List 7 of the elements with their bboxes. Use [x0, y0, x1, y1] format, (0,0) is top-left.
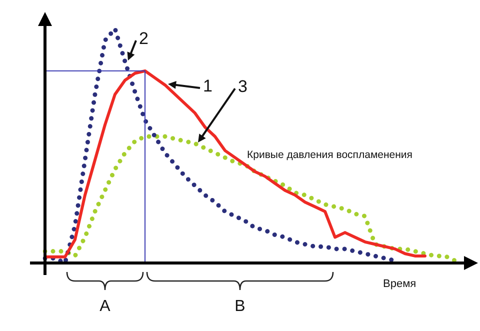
- series-label: 2: [139, 29, 148, 48]
- x-axis-title: Время: [383, 278, 416, 290]
- text: B: [234, 298, 246, 316]
- series-label: 1: [203, 76, 212, 96]
- text: 3: [238, 77, 248, 96]
- annotation: Кривые давления воспламенения: [247, 148, 412, 161]
- text: A: [100, 298, 111, 316]
